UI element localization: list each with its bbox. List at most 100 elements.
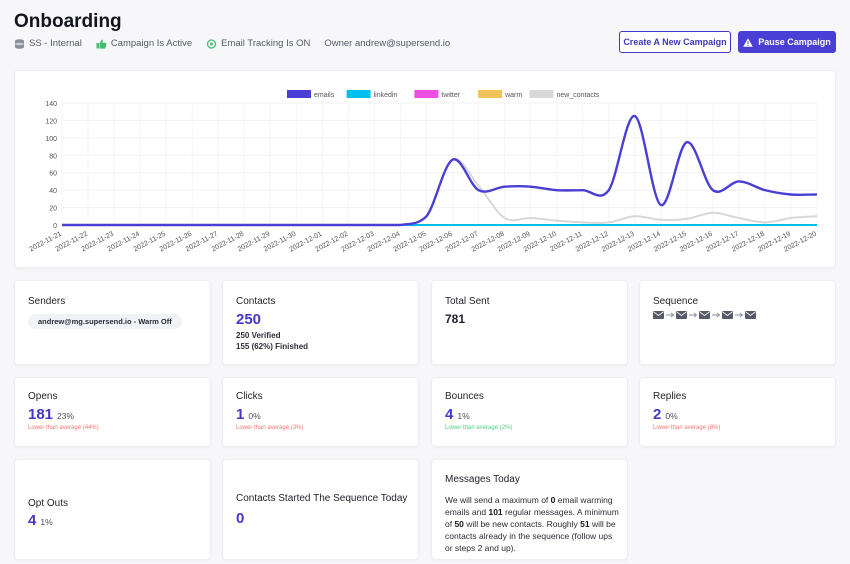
owner-label: Owner andrew@supersend.io (324, 38, 451, 49)
envelope-icon (699, 311, 710, 319)
tracking-status: Email Tracking Is ON (221, 38, 311, 49)
msg-text-4: will be new contacts. Roughly (463, 519, 581, 529)
replies-count: 2 (653, 406, 662, 423)
clicks-pct: 0% (248, 411, 261, 421)
tracking-meta: Email Tracking Is ON (206, 38, 310, 49)
msg-text-5: will be contacts already in the sequence… (445, 519, 616, 553)
legend-label-warm: warm (504, 92, 522, 99)
legend-label-new_contacts: new_contacts (557, 92, 600, 99)
arrow-right-icon (666, 312, 675, 318)
pause-campaign-label: Pause Campaign (758, 37, 831, 47)
clicks-count: 1 (236, 406, 245, 423)
clicks-label: Clicks (236, 391, 263, 402)
opt-outs-card: Opt Outs 4 1% (14, 459, 211, 560)
opt-outs-count: 4 (28, 512, 37, 529)
started-today-value: 0 (236, 510, 245, 527)
status-meta: Campaign Is Active (96, 38, 192, 49)
msg-text-2: email warming emails and (445, 495, 613, 517)
replies-value: 2 0% (653, 406, 678, 423)
sender-chip[interactable]: andrew@mg.supersend.io - Warm Off (28, 314, 182, 329)
opt-outs-value: 4 1% (28, 512, 53, 529)
clicks-note: Lower than average (3%) (236, 425, 304, 431)
y-tick-label: 0 (53, 223, 57, 230)
contacts-finished: 155 (62%) Finished (236, 342, 309, 351)
messages-today-label: Messages Today (445, 474, 520, 485)
database-icon (15, 38, 24, 49)
y-tick-label: 60 (49, 171, 57, 178)
bounces-label: Bounces (445, 391, 484, 402)
legend-swatch-twitter (414, 90, 439, 98)
msg-num-new: 50 (454, 519, 464, 529)
legend-swatch-emails (287, 90, 311, 98)
replies-pct: 0% (665, 411, 678, 421)
started-today-label: Contacts Started The Sequence Today (236, 493, 408, 504)
bounces-pct: 1% (457, 411, 470, 421)
campaign-status: Campaign Is Active (110, 38, 193, 49)
total-sent-label: Total Sent (445, 296, 490, 307)
total-sent-value: 781 (445, 312, 466, 326)
contacts-card: Contacts 250 250 Verified 155 (62%) Fini… (222, 280, 419, 365)
replies-note: Lower than average (8%) (653, 425, 721, 431)
opens-note: Lower than average (44%) (28, 425, 99, 431)
thumbs-up-icon (96, 38, 107, 49)
workspace-meta: SS - Internal (14, 38, 82, 49)
opt-outs-label: Opt Outs (28, 498, 69, 509)
y-tick-label: 80 (49, 153, 57, 160)
opens-pct: 23% (57, 411, 75, 421)
clicks-value: 1 0% (236, 406, 261, 423)
legend-label-emails: emails (314, 92, 335, 99)
series-line-new_contacts (61, 157, 818, 226)
arrow-right-icon (735, 312, 744, 318)
started-today-card: Contacts Started The Sequence Today 0 (222, 459, 419, 560)
msg-num-existing: 51 (580, 519, 590, 529)
msg-text-1: We will send a maximum of (445, 495, 551, 505)
pause-campaign-button[interactable]: Pause Campaign (738, 31, 836, 53)
page-title: Onboarding (14, 11, 122, 32)
opt-outs-pct: 1% (40, 517, 53, 527)
messages-today-text: We will send a maximum of 0 email warmin… (445, 494, 620, 554)
y-tick-label: 140 (45, 101, 57, 108)
senders-label: Senders (28, 296, 66, 307)
sequence-card: Sequence (639, 280, 836, 365)
replies-label: Replies (653, 391, 687, 402)
warning-icon (743, 37, 754, 47)
owner-meta: Owner andrew@supersend.io (324, 38, 450, 49)
arrow-right-icon (712, 312, 721, 318)
campaign-meta: SS - Internal Campaign Is Active Email T… (14, 38, 464, 49)
y-tick-label: 120 (45, 118, 57, 125)
msg-text-3: regular messages. A minimum of (445, 507, 619, 529)
envelope-icon (745, 311, 756, 319)
bounces-value: 4 1% (445, 406, 470, 423)
y-tick-label: 100 (45, 136, 57, 143)
contacts-verified: 250 Verified (236, 331, 281, 340)
y-tick-label: 20 (49, 206, 57, 213)
msg-num-warming: 0 (550, 495, 556, 505)
legend-swatch-linkedin (346, 90, 371, 98)
legend-swatch-warm (478, 90, 503, 98)
series-line-emails (61, 114, 818, 227)
replies-card: Replies 2 0% Lower than average (8%) (639, 377, 836, 447)
arrow-right-icon (689, 312, 698, 318)
envelope-icon (676, 311, 687, 319)
create-campaign-button[interactable]: Create A New Campaign (619, 31, 731, 53)
activity-chart-card: 0 20 40 60 80 100 120 140 2022-11-21 2022-11-22 20… (14, 70, 836, 268)
sequence-label: Sequence (653, 296, 699, 307)
opens-value: 181 23% (28, 406, 74, 423)
y-tick-label: 40 (49, 188, 57, 195)
messages-today-card: Messages Today We will send a maximum of… (431, 459, 628, 560)
clicks-card: Clicks 1 0% Lower than average (3%) (222, 377, 419, 447)
legend-label-linkedin: linkedin (374, 92, 398, 99)
msg-num-regular: 101 (488, 507, 503, 517)
workspace-name: SS - Internal (29, 38, 82, 49)
activity-chart: 0204060801001201402022-11-212022-11-2220… (28, 90, 818, 254)
legend-label-twitter: twitter (441, 92, 460, 99)
legend-swatch-new_contacts (529, 90, 554, 98)
opens-count: 181 (28, 406, 54, 423)
contacts-label: Contacts (236, 296, 276, 307)
envelope-icon (722, 311, 733, 319)
opens-label: Opens (28, 391, 58, 402)
opens-card: Opens 181 23% Lower than average (44%) (14, 377, 211, 447)
sequence-steps (653, 311, 756, 319)
tracking-icon (206, 38, 217, 49)
bounces-note: Lower than average (2%) (445, 425, 513, 431)
